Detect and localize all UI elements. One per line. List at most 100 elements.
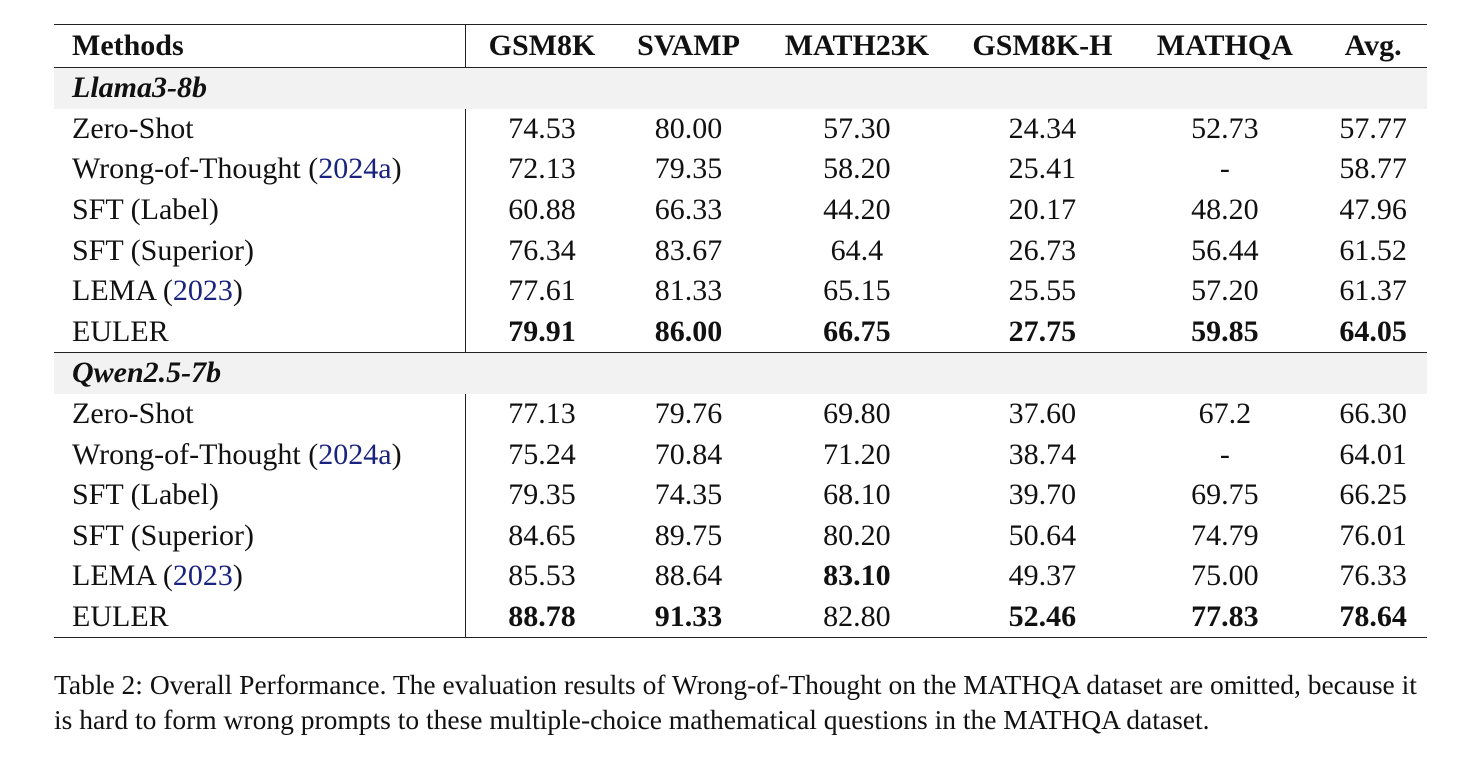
- table-caption: Table 2: Overall Performance. The evalua…: [54, 669, 1417, 735]
- score-cell-svamp: 91.33: [617, 596, 760, 639]
- model-group-header: Qwen2.5-7b: [54, 352, 1427, 394]
- table-row: LEMA (2023) 85.53 88.64 83.10 49.37 75.00 76.3…: [54, 556, 1427, 597]
- score-cell-gsm8k-h: 25.55: [1008, 274, 1077, 308]
- table-row: Zero-Shot 77.13 79.76 69.80 37.60 67.2 66.30: [54, 393, 1427, 435]
- table-row: SFT (Superior) 76.34 83.67 64.4 26.73 56.44 61…: [54, 230, 1427, 271]
- score-cell-gsm8k-h: 52.46: [954, 596, 1131, 639]
- score-cell-svamp: 89.75: [654, 518, 723, 552]
- results-table: Methods GSM8K SVAMP MATH23K GSM8K-H MATH…: [54, 24, 1427, 639]
- method-name: LEMA: [72, 559, 156, 593]
- citation-link[interactable]: 2024a: [318, 437, 392, 471]
- score-cell-gsm8k-h: 50.64: [1008, 518, 1077, 552]
- score-cell-gsm8k: 60.88: [508, 193, 576, 227]
- score-cell-svamp: 66.33: [654, 193, 723, 227]
- method-cell: Wrong-of-Thought (2024a): [54, 149, 467, 190]
- score-cell-gsm8k: 77.61: [508, 274, 576, 308]
- score-cell-avg: 76.01: [1339, 518, 1407, 552]
- score-cell-avg: 66.25: [1339, 478, 1407, 512]
- header-avg: Avg.: [1319, 24, 1427, 68]
- score-cell-gsm8k-h: 27.75: [954, 311, 1131, 354]
- score-cell-mathqa: 48.20: [1191, 193, 1259, 227]
- score-cell-avg: 64.05: [1319, 311, 1427, 354]
- score-cell-gsm8k: 85.53: [508, 559, 576, 593]
- score-cell-gsm8k-h: 37.60: [1008, 397, 1077, 431]
- table-row: Wrong-of-Thought (2024a) 75.24 70.84 71.20 3…: [54, 434, 1427, 475]
- score-cell-gsm8k-h: 25.41: [1008, 152, 1077, 186]
- header-math23k: MATH23K: [759, 24, 955, 68]
- method-cell: SFT (Superior): [54, 515, 467, 557]
- score-cell-mathqa: 75.00: [1191, 559, 1259, 593]
- score-cell-svamp: 70.84: [654, 437, 723, 471]
- method-cell: SFT (Label): [54, 189, 467, 231]
- score-cell-mathqa: -: [1219, 437, 1230, 471]
- score-cell-mathqa: 57.20: [1191, 274, 1259, 308]
- score-cell-gsm8k-h: 39.70: [1008, 478, 1077, 512]
- score-cell-avg: 61.52: [1339, 233, 1407, 267]
- score-cell-svamp: 88.64: [654, 559, 723, 593]
- score-cell-gsm8k: 76.34: [508, 233, 576, 267]
- score-cell-gsm8k: 77.13: [508, 397, 576, 431]
- score-cell-math23k: 58.20: [823, 152, 891, 186]
- method-cell: Zero-Shot: [54, 108, 467, 150]
- table-row: EULER 88.78 91.33 82.80 52.46 77.83 78.64: [54, 596, 1427, 639]
- score-cell-math23k: 57.30: [823, 111, 891, 145]
- method-name: LEMA: [72, 274, 156, 308]
- score-cell-avg: 61.37: [1339, 274, 1407, 308]
- score-cell-gsm8k: 84.65: [508, 518, 576, 552]
- score-cell-mathqa: 74.79: [1191, 518, 1259, 552]
- score-cell-gsm8k: 72.13: [508, 152, 576, 186]
- method-cell: SFT (Superior): [54, 230, 467, 271]
- score-cell-gsm8k-h: 20.17: [1008, 193, 1077, 227]
- score-cell-gsm8k-h: 49.37: [1008, 559, 1077, 593]
- model-group-label: Llama3-8b: [54, 67, 1427, 109]
- score-cell-avg: 64.01: [1339, 437, 1407, 471]
- table-body: Llama3-8b Zero-Shot 74.53 80.00 57.30 24.34 52…: [54, 67, 1427, 639]
- method-name: EULER: [72, 314, 169, 348]
- score-cell-svamp: 79.76: [654, 397, 723, 431]
- score-cell-avg: 57.77: [1339, 111, 1407, 145]
- score-cell-gsm8k-h: 26.73: [1008, 233, 1077, 267]
- table-row: SFT (Superior) 84.65 89.75 80.20 50.64 74.79 7…: [54, 515, 1427, 557]
- score-cell-svamp: 83.67: [654, 233, 723, 267]
- score-cell-math23k: 82.80: [759, 596, 955, 639]
- method-cell: SFT (Label): [54, 474, 467, 516]
- table-row: SFT (Label) 79.35 74.35 68.10 39.70 69.75 66.2…: [54, 474, 1427, 516]
- score-cell-math23k: 44.20: [823, 193, 891, 227]
- citation-link[interactable]: 2024a: [318, 152, 392, 186]
- score-cell-math23k: 64.4: [830, 233, 884, 267]
- header-row: Methods GSM8K SVAMP MATH23K GSM8K-H MATH…: [54, 24, 1427, 68]
- score-cell-svamp: 80.00: [654, 111, 723, 145]
- score-cell-mathqa: 77.83: [1130, 596, 1320, 639]
- method-name: SFT (Label): [72, 193, 219, 227]
- score-cell-gsm8k: 88.78: [465, 596, 618, 639]
- score-cell-mathqa: 56.44: [1191, 233, 1259, 267]
- table-row: LEMA (2023) 77.61 81.33 65.15 25.55 57.20 61.3…: [54, 270, 1427, 312]
- score-cell-svamp: 81.33: [654, 274, 723, 308]
- method-cell: EULER: [54, 311, 467, 354]
- score-cell-mathqa: 52.73: [1191, 111, 1259, 145]
- score-cell-mathqa: 67.2: [1198, 397, 1252, 431]
- header-gsm8k: GSM8K: [465, 24, 618, 68]
- method-name: Zero-Shot: [72, 111, 194, 145]
- score-cell-avg: 47.96: [1339, 193, 1407, 227]
- method-name: Wrong-of-Thought: [72, 437, 301, 471]
- score-cell-svamp: 79.35: [654, 152, 723, 186]
- header-svamp: SVAMP: [617, 24, 760, 68]
- model-group-label: Qwen2.5-7b: [54, 352, 1427, 394]
- method-cell: LEMA (2023): [54, 556, 467, 597]
- method-name: Wrong-of-Thought: [72, 152, 301, 186]
- score-cell-gsm8k: 74.53: [508, 111, 576, 145]
- score-cell-avg: 66.30: [1339, 397, 1407, 431]
- table-row: SFT (Label) 60.88 66.33 44.20 20.17 48.20 47.9…: [54, 189, 1427, 231]
- score-cell-math23k: 68.10: [823, 478, 891, 512]
- citation-link[interactable]: 2023: [172, 559, 233, 593]
- table-row: EULER 79.91 86.00 66.75 27.75 59.85 64.05: [54, 311, 1427, 354]
- citation-link[interactable]: 2023: [172, 274, 233, 308]
- score-cell-avg: 58.77: [1339, 152, 1407, 186]
- score-cell-math23k: 66.75: [759, 311, 955, 354]
- header-mathqa: MATHQA: [1130, 24, 1320, 68]
- score-cell-gsm8k: 79.91: [465, 311, 618, 354]
- method-name: EULER: [72, 600, 169, 634]
- method-cell: Zero-Shot: [54, 393, 467, 435]
- table-row: Wrong-of-Thought (2024a) 72.13 79.35 58.20 2…: [54, 149, 1427, 190]
